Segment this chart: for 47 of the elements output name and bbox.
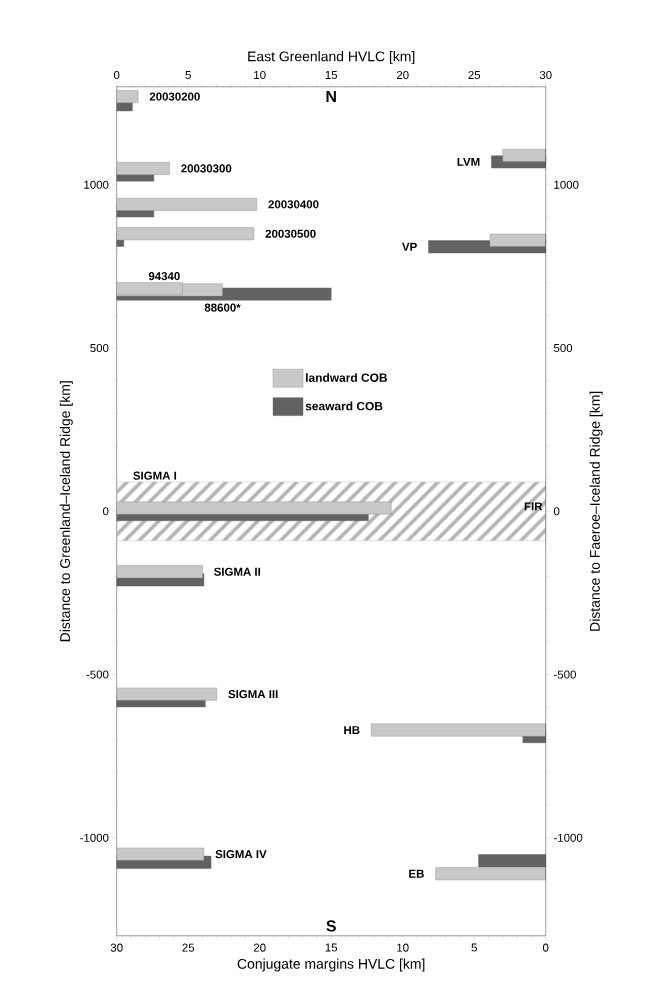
annotation: 20030300 — [181, 164, 232, 173]
y2-axis-title: Distance to Faeroe–Iceland Ridge [km] — [589, 391, 603, 631]
y-axis-title: Distance to Greenland–Iceland Ridge [km] — [59, 381, 73, 642]
band-label: FIR — [524, 502, 543, 511]
y2-tick-label: -500 — [553, 670, 576, 679]
y-tick-label: -500 — [86, 670, 109, 679]
annotation: 94340 — [148, 272, 180, 281]
y-tick-label: 1000 — [84, 180, 109, 189]
x-tick-label: 0 — [542, 943, 549, 952]
annotation: 88600* — [204, 303, 241, 312]
x2-tick-label: 20 — [396, 70, 409, 80]
x2-tick-label: 15 — [325, 71, 338, 80]
x2-tick-label: 25 — [468, 70, 481, 80]
x2-tick-label: 30 — [539, 70, 552, 80]
legend-label: landward COB — [306, 373, 388, 382]
annotation: 20030400 — [268, 200, 319, 209]
y-tick-label: 0 — [103, 507, 109, 516]
y2-tick-label: 500 — [553, 343, 573, 353]
annotation: VP — [402, 242, 417, 251]
annotation: LVM — [457, 157, 480, 166]
annotation: 20030500 — [265, 229, 316, 238]
legend-label: seaward COB — [305, 401, 383, 411]
annotation: HB — [344, 726, 360, 735]
annotation: SIGMA III — [228, 690, 278, 699]
x-tick-label: 25 — [182, 943, 195, 952]
x2-tick-label: 5 — [185, 71, 191, 80]
x-tick-label: 15 — [325, 943, 338, 952]
x-tick-label: 10 — [397, 943, 409, 952]
y-tick-label: -1000 — [80, 833, 109, 842]
y2-tick-label: -1000 — [553, 833, 583, 842]
x-tick-label: 5 — [471, 943, 477, 952]
x-axis-title: Conjugate margins HVLC [km] — [237, 958, 425, 972]
x2-axis-title: East Greenland HVLC [km] — [248, 51, 415, 65]
annotation: S — [326, 920, 336, 932]
y-tick-label: 500 — [90, 343, 109, 353]
x2-tick-label: 0 — [113, 70, 120, 80]
annotation: SIGMA IV — [215, 850, 267, 859]
annotation: N — [326, 90, 336, 102]
annotation: SIGMA II — [214, 567, 261, 576]
annotation: 20030200 — [149, 92, 200, 101]
y2-tick-label: 1000 — [554, 180, 579, 189]
x2-tick-label: 10 — [254, 70, 266, 80]
x-tick-label: 20 — [253, 943, 266, 952]
x-tick-label: 30 — [110, 943, 123, 952]
annotation: SIGMA I — [133, 471, 177, 480]
y2-tick-label: 0 — [553, 507, 560, 516]
annotation: EB — [409, 869, 424, 878]
